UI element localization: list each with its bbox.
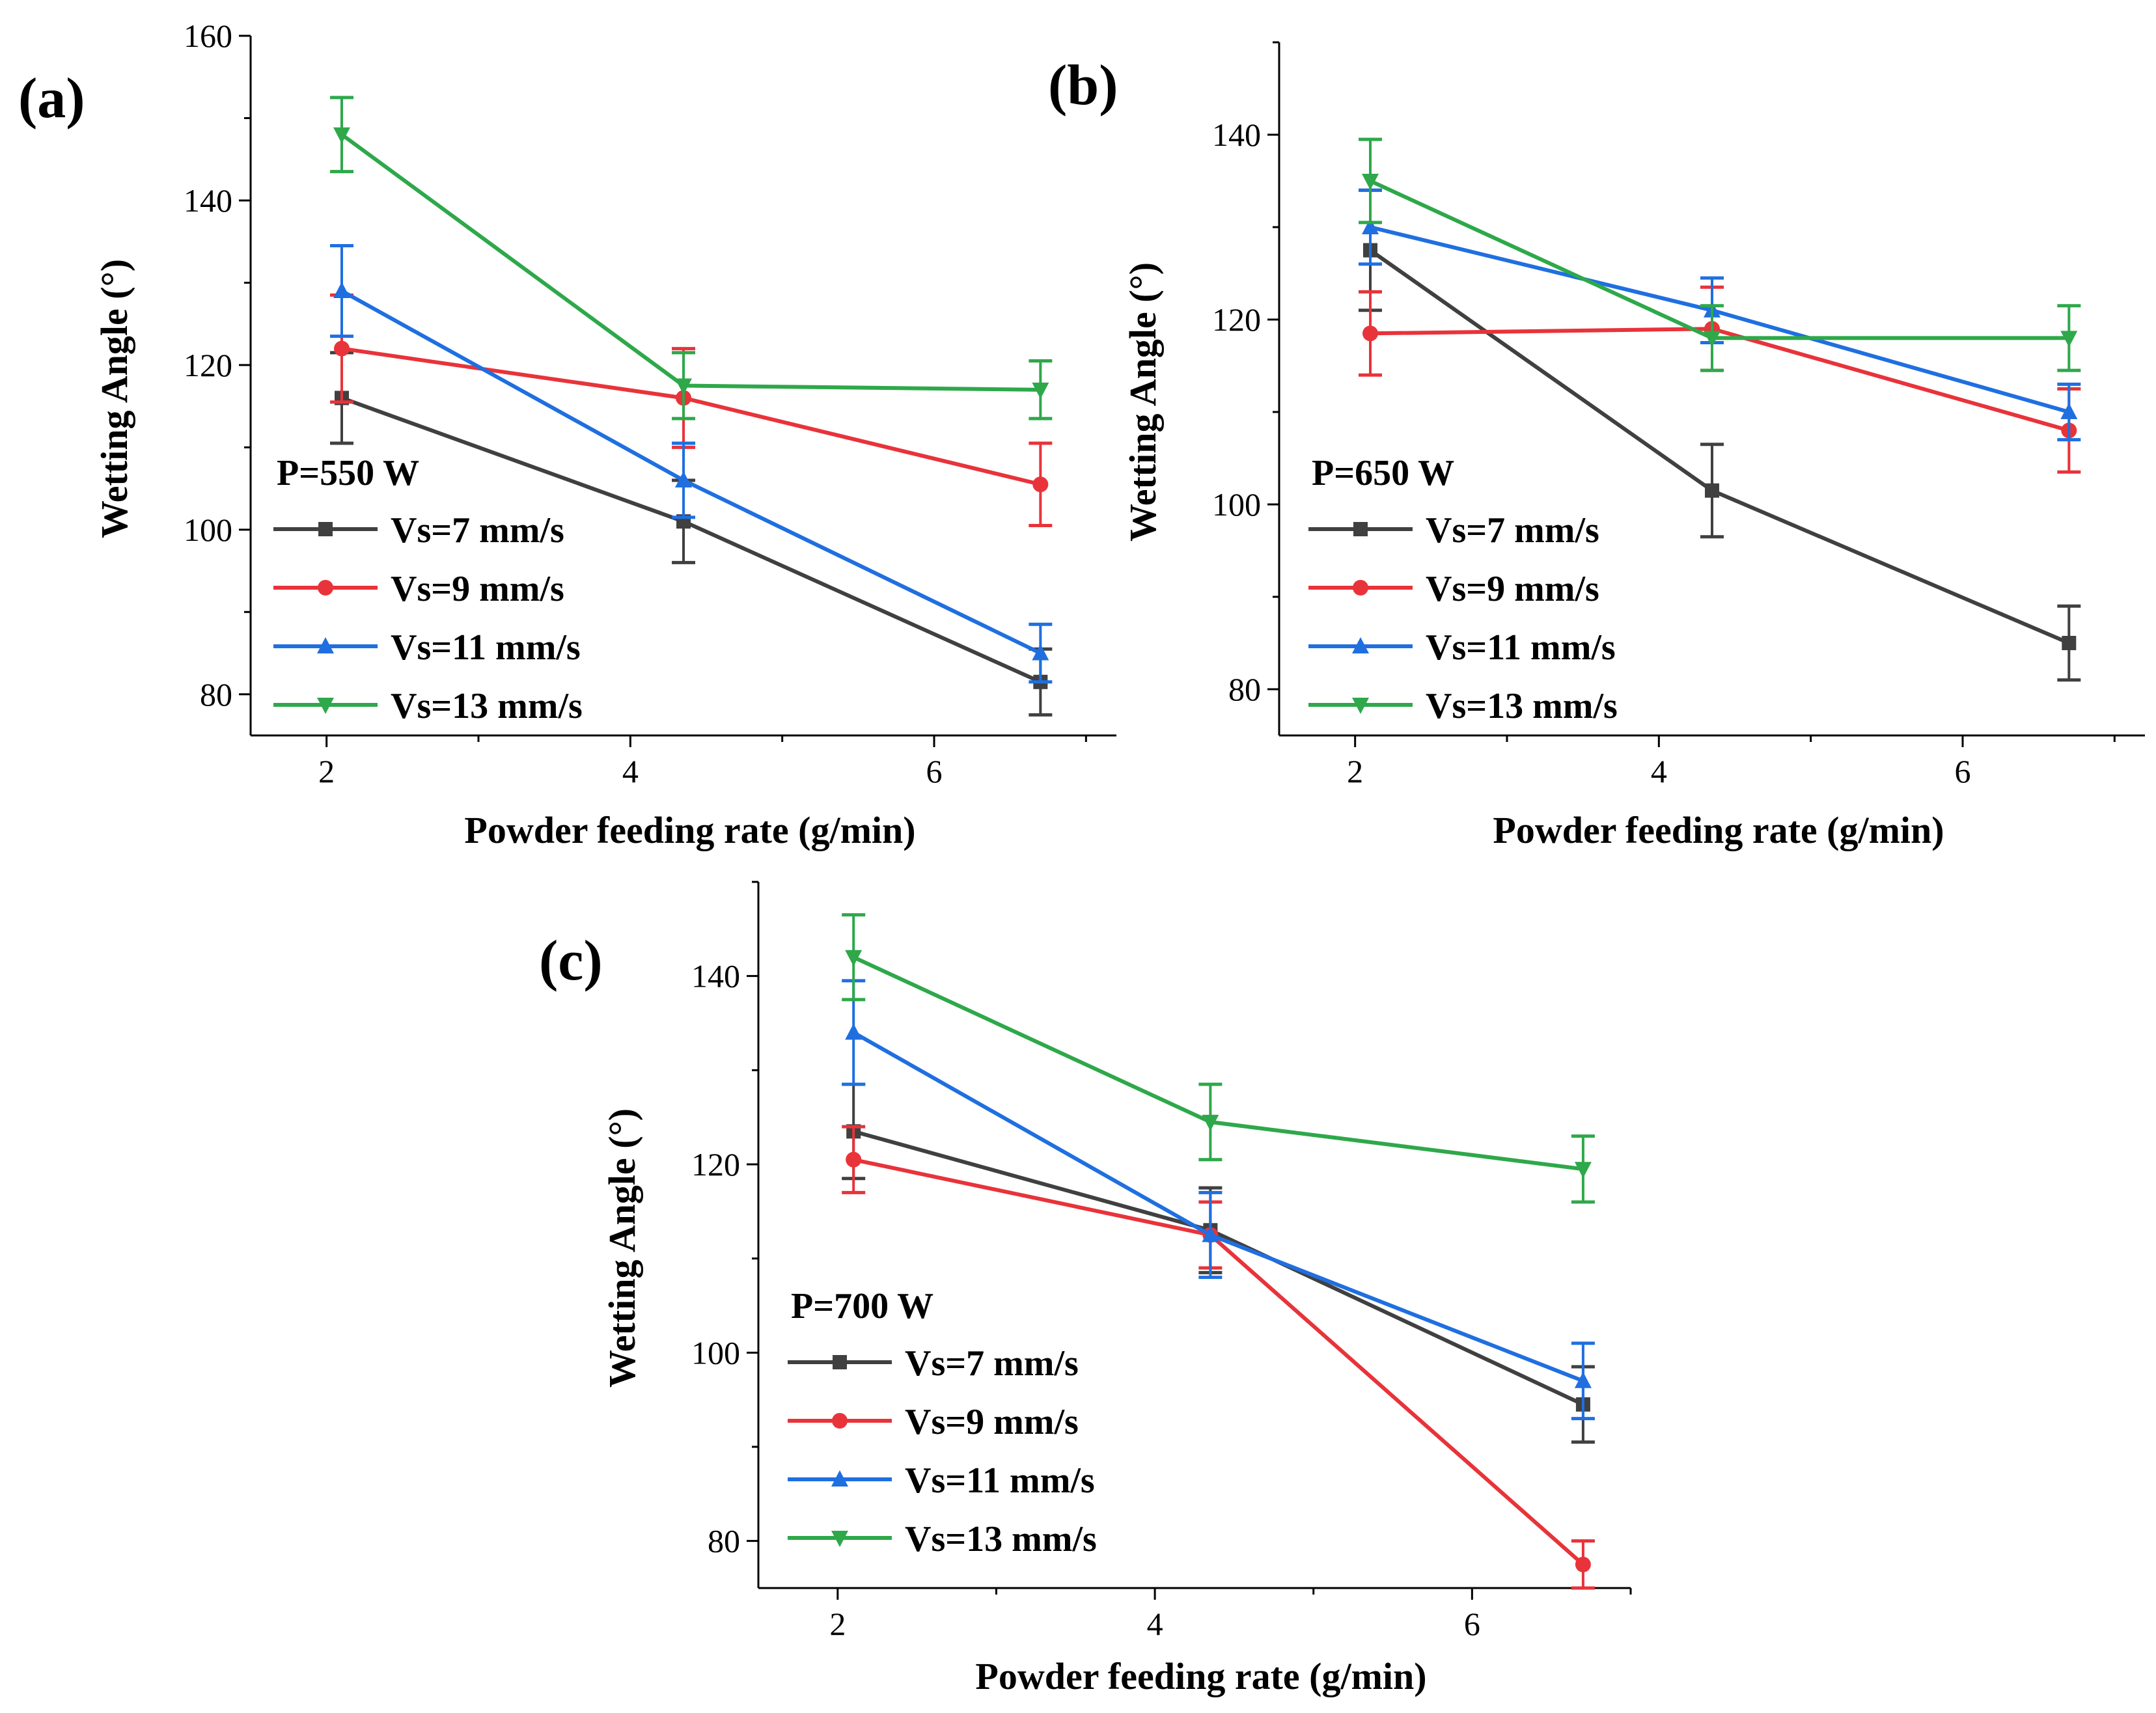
legend-swatch-marker (318, 580, 333, 596)
legend-label: Vs=11 mm/s (905, 1460, 1095, 1501)
legend-title: P=550 W (277, 453, 419, 493)
data-point (333, 127, 350, 144)
y-tick-label: 140 (184, 182, 232, 219)
y-tick-label: 100 (1212, 486, 1261, 523)
legend-swatch-marker (317, 698, 334, 714)
series-3 (330, 96, 1053, 420)
data-point (1202, 1226, 1219, 1242)
y-tick-label: 80 (1228, 671, 1261, 707)
legend-label: Vs=13 mm/s (905, 1519, 1097, 1559)
y-tick-label: 140 (1212, 116, 1261, 153)
series-0 (842, 1082, 1595, 1444)
data-point (1704, 331, 1721, 348)
legend-swatch-marker (833, 1355, 847, 1369)
data-point (1705, 483, 1719, 498)
legend-label: Vs=9 mm/s (391, 569, 564, 609)
data-point (675, 471, 692, 487)
legend: P=700 W Vs=7 mm/s Vs=9 mm/s Vs=11 mm/s Vs=13… (788, 1286, 1097, 1559)
series-line (1370, 225, 2070, 414)
legend-label: Vs=13 mm/s (1426, 686, 1618, 726)
legend-swatch-marker (1352, 637, 1369, 653)
legend-label: Vs=9 mm/s (905, 1402, 1079, 1442)
x-tick-label: 4 (1651, 753, 1667, 789)
x-axis-title: Powder feeding rate (g/min) (464, 809, 915, 851)
x-tick-label: 4 (1147, 1606, 1163, 1642)
legend-swatch-marker (318, 522, 333, 536)
x-tick-label: 4 (622, 753, 639, 789)
y-axis-title: Wetting Angle (°) (601, 1108, 643, 1388)
data-point (845, 950, 863, 966)
y-axis-title: Wetting Angle (°) (1122, 262, 1164, 541)
data-point (1032, 382, 1049, 399)
y-tick-label: 160 (184, 18, 232, 54)
legend-title: P=700 W (791, 1286, 933, 1326)
panel-label: (b) (1048, 54, 1118, 117)
legend-label: Vs=13 mm/s (391, 686, 583, 726)
legend: P=550 W Vs=7 mm/s Vs=9 mm/s Vs=11 mm/s Vs=13… (273, 453, 583, 726)
legend-swatch-marker (1353, 522, 1368, 536)
legend-swatch-marker (831, 1470, 848, 1487)
legend-swatch-marker (832, 1413, 848, 1429)
y-tick-label: 120 (1212, 301, 1261, 338)
series-line (341, 346, 1042, 487)
x-tick-label: 6 (1464, 1606, 1480, 1642)
series-2 (330, 244, 1053, 684)
data-point (1574, 1162, 1592, 1179)
series-3 (842, 913, 1595, 1204)
data-point (1575, 1556, 1591, 1572)
y-tick-label: 100 (691, 1334, 740, 1371)
data-point (845, 1023, 863, 1040)
chart-panel-2: 2 4 6 80 100 120 140 Wetting Angle (°) Powder fe… (539, 881, 1632, 1697)
legend-label: Vs=7 mm/s (1426, 510, 1599, 551)
legend-label: Vs=11 mm/s (391, 627, 581, 668)
data-point (1202, 1114, 1219, 1131)
series-1 (330, 293, 1053, 527)
data-point (1362, 174, 1379, 190)
data-point (1574, 1371, 1592, 1388)
data-point (2060, 331, 2078, 348)
x-tick-label: 2 (318, 753, 335, 789)
data-point (333, 282, 350, 299)
y-tick-label: 120 (691, 1146, 740, 1183)
chart-panel-1: 2 4 6 80 100 120 140 Wetting Angle (°) Powder fe… (1048, 41, 2145, 851)
legend-swatch-marker (317, 637, 334, 653)
legend-label: Vs=7 mm/s (391, 510, 564, 551)
y-tick-label: 100 (184, 512, 232, 548)
y-tick-label: 80 (708, 1523, 740, 1559)
x-tick-label: 6 (1955, 753, 1971, 789)
legend-label: Vs=9 mm/s (1426, 569, 1599, 609)
data-point (2060, 403, 2078, 419)
legend: P=650 W Vs=7 mm/s Vs=9 mm/s Vs=11 mm/s Vs=13… (1308, 453, 1618, 726)
legend-title: P=650 W (1312, 453, 1454, 493)
x-axis-title: Powder feeding rate (g/min) (975, 1655, 1426, 1697)
data-point (2062, 636, 2077, 650)
panel-label: (c) (539, 929, 603, 993)
panel-label: (a) (18, 67, 85, 130)
y-tick-label: 120 (184, 347, 232, 383)
data-point (1362, 325, 1378, 342)
series-3 (1359, 137, 2081, 372)
x-tick-label: 2 (829, 1606, 846, 1642)
series-line (852, 955, 1584, 1172)
data-point (334, 340, 350, 357)
chart-panel-0: 2 4 6 80 100 120 140 160 Wetting Angle (°) Powder… (18, 18, 1116, 851)
data-point (1032, 644, 1049, 661)
x-tick-label: 2 (1347, 753, 1363, 789)
data-point (846, 1151, 862, 1168)
data-point (1362, 218, 1379, 234)
data-point (675, 378, 692, 395)
legend-label: Vs=11 mm/s (1426, 627, 1616, 668)
x-axis-title: Powder feeding rate (g/min) (1493, 809, 1944, 851)
legend-label: Vs=7 mm/s (905, 1343, 1079, 1384)
y-tick-label: 80 (200, 676, 232, 713)
y-tick-label: 140 (691, 958, 740, 994)
legend-swatch-marker (1352, 698, 1369, 714)
data-point (1032, 476, 1049, 493)
legend-swatch-marker (831, 1531, 848, 1547)
legend-swatch-marker (1353, 580, 1368, 596)
y-axis-title: Wetting Angle (°) (93, 259, 135, 538)
x-tick-label: 6 (926, 753, 943, 789)
